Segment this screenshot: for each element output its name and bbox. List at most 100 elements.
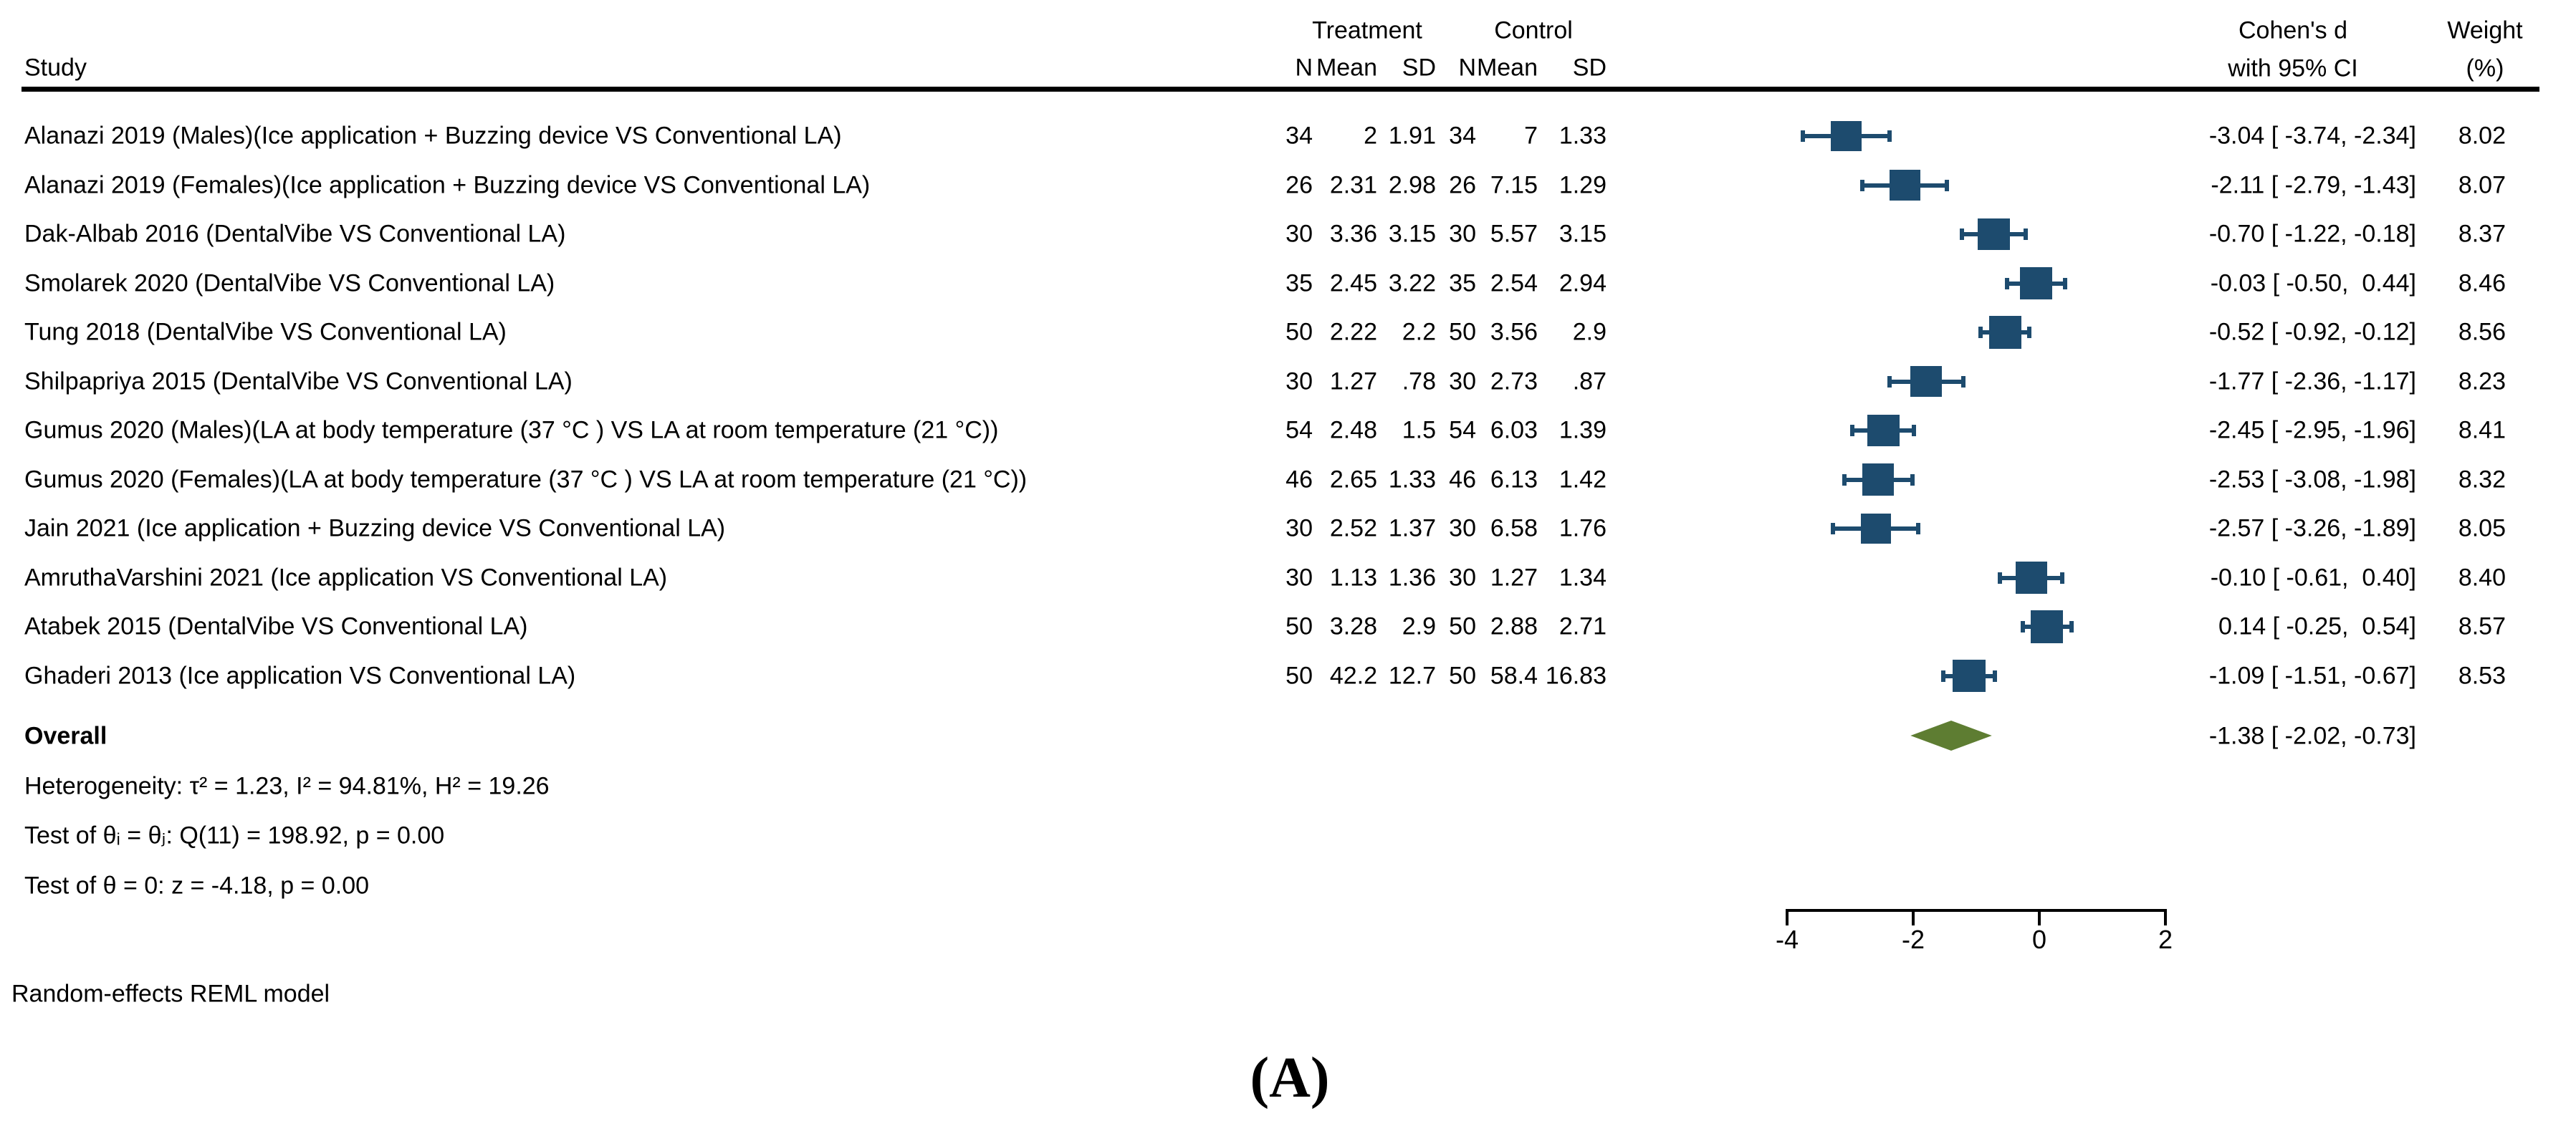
effect-square bbox=[1953, 659, 1986, 693]
effect-square bbox=[1862, 463, 1895, 496]
cell-n2: 30 bbox=[1449, 367, 1476, 395]
study-label: AmruthaVarshini 2021 (Ice application VS… bbox=[24, 563, 668, 591]
ci-cap-left bbox=[1800, 130, 1805, 142]
cell-mean2: 2.73 bbox=[1490, 367, 1538, 395]
effect-square bbox=[1889, 170, 1920, 201]
cell-sd1: 1.36 bbox=[1388, 564, 1436, 591]
cell-n2: 35 bbox=[1449, 269, 1476, 297]
study-label: Tung 2018 (DentalVibe VS Conventional LA… bbox=[24, 318, 507, 346]
ci-cap-right bbox=[1887, 130, 1892, 142]
effect-value: -0.70 [ -1.22, -0.18] bbox=[2208, 220, 2416, 248]
effect-value: -1.09 [ -1.51, -0.67] bbox=[2208, 662, 2416, 689]
cell-n2: 30 bbox=[1449, 220, 1476, 248]
cell-sd2: 1.76 bbox=[1558, 514, 1607, 542]
effect-square bbox=[1978, 218, 2010, 251]
cell-sd2: 1.42 bbox=[1558, 466, 1607, 493]
ci-cap-left bbox=[2005, 277, 2009, 289]
cell-mean2: 7.15 bbox=[1490, 171, 1538, 198]
effect-square bbox=[1910, 365, 1943, 398]
effect-square bbox=[1867, 414, 1900, 447]
study-label: Ghaderi 2013 (Ice application VS Convent… bbox=[24, 661, 576, 689]
study-label: Atabek 2015 (DentalVibe VS Conventional … bbox=[24, 612, 528, 640]
cell-n1: 46 bbox=[1285, 466, 1313, 493]
x-axis-line bbox=[1786, 909, 2167, 912]
study-label: Alanazi 2019 (Females)(Ice application +… bbox=[24, 170, 871, 198]
cell-sd1: 2.9 bbox=[1402, 612, 1436, 640]
effect-square bbox=[1860, 513, 1892, 544]
overall-effect-value: -1.38 [ -2.02, -0.73] bbox=[2208, 722, 2416, 750]
cell-sd1: 3.15 bbox=[1388, 220, 1436, 248]
model-footnote: Random-effects REML model bbox=[11, 980, 330, 1008]
column-group-control: Control bbox=[1494, 16, 1573, 44]
cell-mean1: 1.27 bbox=[1329, 367, 1377, 395]
column-header-mean-control: Mean bbox=[1476, 54, 1538, 82]
x-axis-tick bbox=[2038, 909, 2041, 925]
ci-cap-right bbox=[2060, 572, 2065, 584]
cell-n2: 50 bbox=[1449, 612, 1476, 640]
weight-value: 8.46 bbox=[2458, 269, 2506, 297]
x-axis-tick bbox=[1912, 909, 1915, 925]
effect-value: -2.53 [ -3.08, -1.98] bbox=[2208, 466, 2416, 493]
effect-value: -2.57 [ -3.26, -1.89] bbox=[2208, 514, 2416, 542]
study-label: Jain 2021 (Ice application + Buzzing dev… bbox=[24, 514, 726, 542]
x-axis-tick-label: 2 bbox=[2158, 925, 2173, 954]
ci-cap-right bbox=[1910, 473, 1915, 486]
cell-mean2: 7 bbox=[1524, 122, 1538, 150]
cell-sd2: 2.71 bbox=[1558, 612, 1607, 640]
column-header-sd-treatment: SD bbox=[1402, 54, 1436, 82]
weight-value: 8.40 bbox=[2458, 564, 2506, 591]
cell-sd1: 1.5 bbox=[1402, 416, 1436, 444]
effect-value: -0.52 [ -0.92, -0.12] bbox=[2208, 318, 2416, 346]
column-header-n-control: N bbox=[1458, 54, 1476, 82]
weight-value: 8.02 bbox=[2458, 122, 2506, 150]
column-header-effect-line2: with 95% CI bbox=[2228, 54, 2358, 82]
cell-mean1: 2.65 bbox=[1329, 466, 1377, 493]
cell-n2: 54 bbox=[1449, 416, 1476, 444]
x-axis-tick bbox=[1786, 909, 1789, 925]
cell-mean2: 2.88 bbox=[1490, 612, 1538, 640]
cell-mean2: 2.54 bbox=[1490, 269, 1538, 297]
weight-value: 8.32 bbox=[2458, 466, 2506, 493]
column-header-sd-control: SD bbox=[1572, 54, 1607, 82]
test-q-text: Test of θᵢ = θⱼ: Q(11) = 198.92, p = 0.0… bbox=[24, 822, 445, 850]
cell-n2: 50 bbox=[1449, 318, 1476, 346]
column-header-weight-line1: Weight bbox=[2447, 16, 2523, 44]
effect-value: -0.03 [ -0.50, 0.44] bbox=[2210, 269, 2416, 297]
effect-value: 0.14 [ -0.25, 0.54] bbox=[2211, 612, 2416, 640]
cell-n1: 50 bbox=[1285, 612, 1313, 640]
cell-sd2: 2.9 bbox=[1572, 318, 1607, 346]
study-label: Shilpapriya 2015 (DentalVibe VS Conventi… bbox=[24, 367, 573, 395]
ci-cap-left bbox=[1842, 473, 1847, 486]
ci-cap-left bbox=[1850, 425, 1855, 436]
cell-mean2: 3.56 bbox=[1490, 318, 1538, 346]
cell-n2: 34 bbox=[1449, 122, 1476, 150]
cell-n1: 30 bbox=[1285, 367, 1313, 395]
column-header-mean-treatment: Mean bbox=[1316, 54, 1377, 82]
weight-value: 8.23 bbox=[2458, 367, 2506, 395]
ci-cap-right bbox=[1945, 179, 1950, 191]
column-group-treatment: Treatment bbox=[1312, 16, 1422, 44]
cell-n1: 26 bbox=[1285, 171, 1313, 198]
cell-mean2: 1.27 bbox=[1490, 564, 1538, 591]
weight-value: 8.57 bbox=[2458, 612, 2506, 640]
cell-n1: 34 bbox=[1285, 122, 1313, 150]
effect-square bbox=[1988, 316, 2021, 349]
ci-cap-right bbox=[1993, 670, 1998, 682]
weight-value: 8.37 bbox=[2458, 220, 2506, 248]
cell-mean1: 2.31 bbox=[1329, 171, 1377, 198]
cell-sd2: 3.15 bbox=[1558, 220, 1607, 248]
weight-value: 8.53 bbox=[2458, 662, 2506, 689]
cell-sd1: 2.2 bbox=[1402, 318, 1436, 346]
cell-n2: 30 bbox=[1449, 564, 1476, 591]
effect-square bbox=[2015, 562, 2048, 594]
column-header-n-treatment: N bbox=[1295, 54, 1313, 82]
weight-value: 8.41 bbox=[2458, 416, 2506, 444]
cell-n2: 50 bbox=[1449, 662, 1476, 689]
cell-mean1: 2.45 bbox=[1329, 269, 1377, 297]
ci-cap-left bbox=[1860, 179, 1865, 191]
weight-value: 8.07 bbox=[2458, 171, 2506, 198]
ci-cap-left bbox=[1998, 572, 2003, 584]
ci-cap-right bbox=[1915, 523, 1920, 534]
cell-n1: 30 bbox=[1285, 514, 1313, 542]
